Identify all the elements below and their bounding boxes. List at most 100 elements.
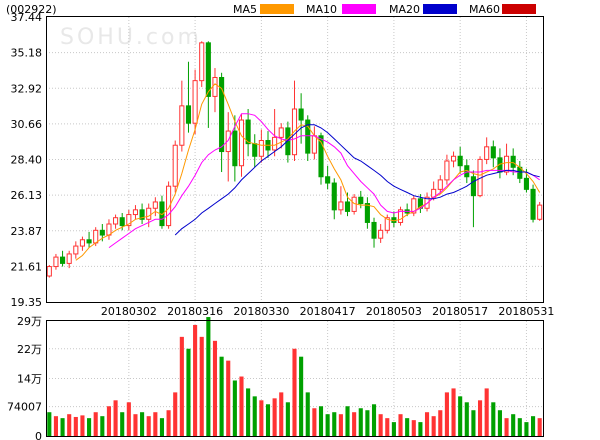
candle [411,195,417,217]
price-tick-label: 28.40 [11,154,43,167]
candlesticks [46,41,543,278]
volume-bar [312,408,317,436]
candle-body [199,42,205,82]
candle-body [86,239,92,244]
candle-body [278,127,284,138]
volume-bar [517,418,522,436]
volume-bar [484,388,489,436]
volume-bar [299,356,304,436]
volume-tick-label: 14万 [17,373,42,386]
volume-bar [133,414,138,436]
legend-ma20-label: MA20 [389,3,420,16]
candle-body [53,256,59,268]
volume-bar [212,340,218,436]
volume-bar [53,416,58,436]
candle [272,109,278,157]
volume-bar [259,400,264,436]
candle [338,186,344,215]
volume-bar [511,414,516,436]
candle [444,154,450,185]
watermark: SOHU.com [60,25,202,50]
volume-bar [451,388,456,436]
volume-bar [47,412,52,436]
price-y-axis: 37.44 35.18 32.92 30.66 28.40 26.13 23.87 21.61… [11,11,43,309]
candle [179,80,185,152]
candle [106,219,112,240]
candle-body [146,207,152,220]
candle [126,209,132,231]
volume-bar [405,418,410,436]
volume-bar [279,392,284,436]
candle [146,203,152,228]
candle-body [73,245,79,255]
volume-bar [438,410,443,436]
price-tick-label: 21.61 [11,260,43,273]
candle [470,170,476,228]
ma-line-ma20 [174,124,540,236]
candle-body [344,201,351,212]
volume-bar [106,406,112,436]
candle [46,264,52,278]
volume-tick-label: 74007 [7,401,42,414]
candle [205,41,211,128]
volume-bar [285,402,290,436]
volume-bar [318,406,324,436]
volume-bar [120,412,125,436]
candle-body [99,229,105,236]
candle-body [113,217,119,225]
candle-body [331,182,337,211]
candle-body [457,155,463,167]
volume-bar [173,392,178,436]
candle [139,203,145,225]
volume-bar [73,416,78,436]
volume-y-axis: 29万 22万 14万 74007 0 [7,315,42,440]
volume-bar [272,398,277,436]
candle-body [437,179,443,190]
candle-body [219,76,225,153]
candle [199,41,205,87]
candle-body [358,196,364,205]
volume-bar [219,356,224,436]
candle-body [152,201,158,209]
candle-body [523,177,529,190]
candle [378,224,384,243]
candle [364,197,370,229]
candle [537,201,543,221]
volume-tick-label: 29万 [17,315,42,328]
candle [530,184,536,223]
volume-bar [444,392,449,436]
candle [325,165,331,190]
candle-body [46,266,52,277]
candle [79,236,86,251]
candle-body [470,176,476,197]
candle [252,134,258,168]
candle [238,113,245,177]
volume-bar [325,414,330,436]
volume-bar [166,410,171,436]
candle-body [93,229,99,244]
volume-bar [458,396,463,436]
volume-bar [391,422,396,436]
candle-body [364,203,370,223]
date-axis: 20180302 20180316 20180330 20180417 20180503… [101,305,555,318]
legend: MA5 MA10 MA20 MA60 [233,3,536,16]
candle [278,123,284,149]
candle-body [285,127,291,156]
ma-line-ma5 [75,83,541,261]
legend-ma10-label: MA10 [306,3,337,16]
legend-ma20-swatch [423,4,457,14]
volume-bar [265,404,271,436]
candle-body [411,198,417,214]
candle-body [132,209,139,216]
volume-tick-label: 22万 [17,343,42,356]
candle [450,151,457,168]
candle-body [212,76,218,97]
volume-bar [252,396,257,436]
volume-bar [358,408,363,436]
volume-bar [504,418,509,436]
price-tick-label: 32.92 [11,82,43,95]
candle [53,253,59,270]
volume-bar [524,422,529,436]
volume-bar [226,360,231,436]
